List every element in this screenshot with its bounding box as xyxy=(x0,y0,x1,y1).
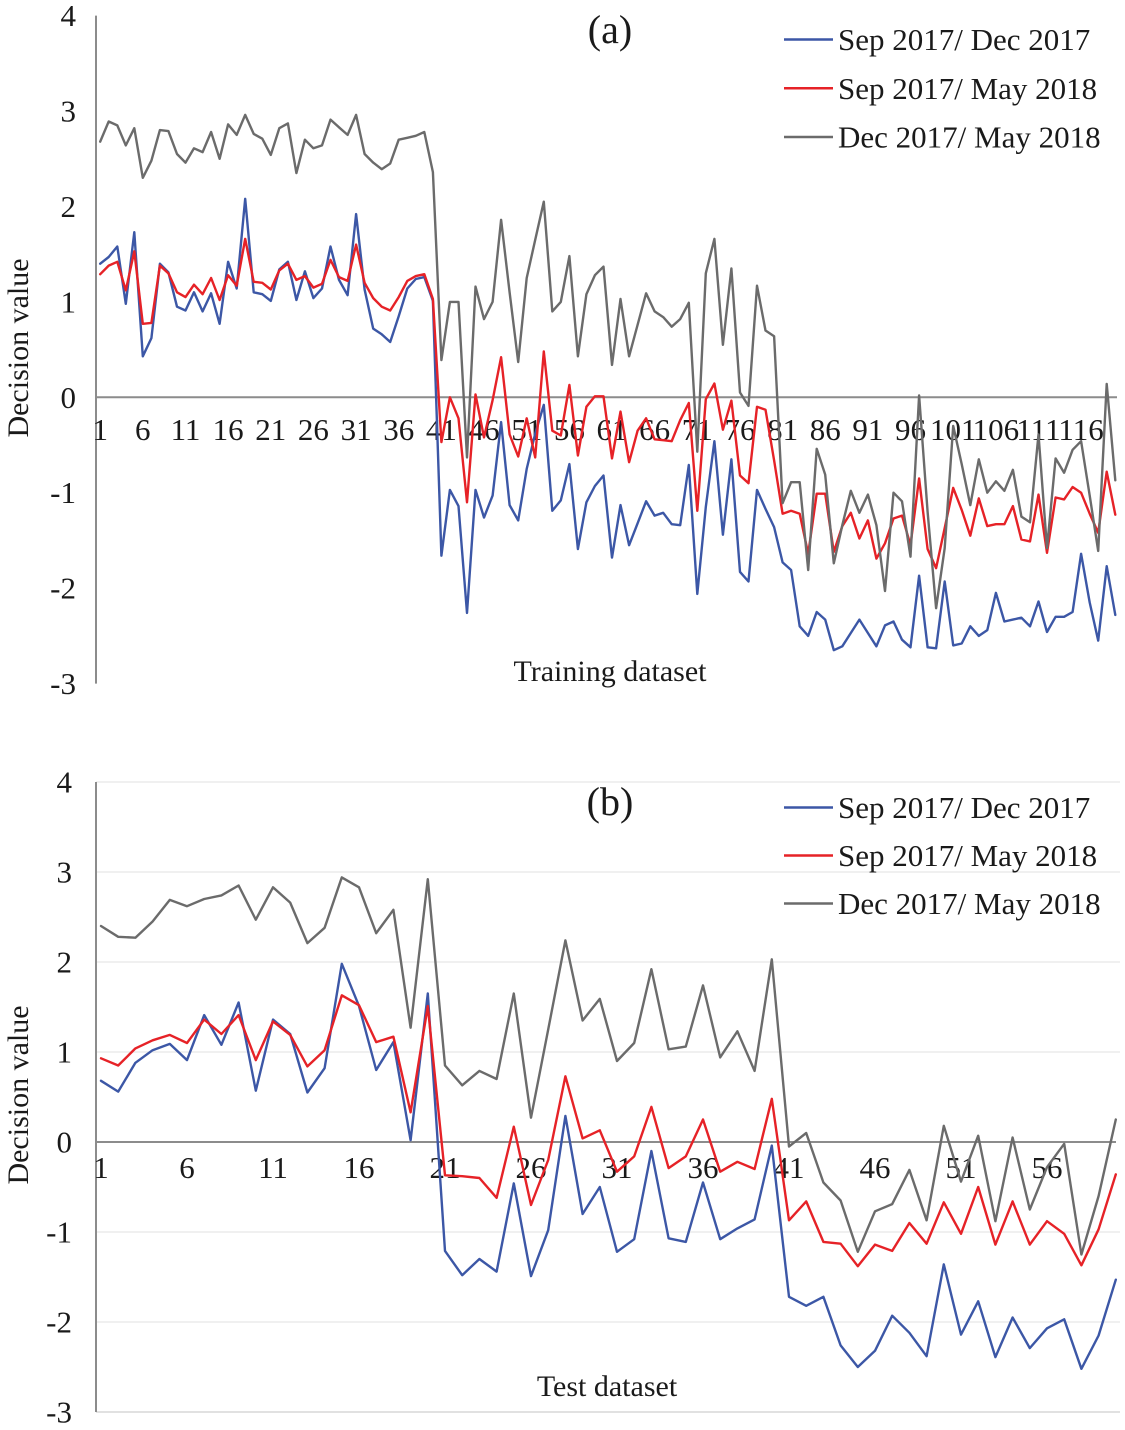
svg-text:46: 46 xyxy=(860,1150,891,1185)
svg-text:Decision value: Decision value xyxy=(2,1005,35,1184)
svg-text:1: 1 xyxy=(93,1150,109,1185)
svg-text:11: 11 xyxy=(171,412,201,447)
svg-text:16: 16 xyxy=(213,412,244,447)
svg-text:Dec 2017/ May 2018: Dec 2017/ May 2018 xyxy=(838,120,1101,155)
svg-text:4: 4 xyxy=(61,0,77,33)
svg-text:106: 106 xyxy=(973,412,1020,447)
svg-text:81: 81 xyxy=(767,412,798,447)
svg-text:(a): (a) xyxy=(588,7,632,52)
svg-text:Decision value: Decision value xyxy=(2,258,35,437)
svg-text:1: 1 xyxy=(57,1035,73,1070)
svg-text:2: 2 xyxy=(57,945,73,980)
svg-text:Test dataset: Test dataset xyxy=(537,1370,678,1403)
svg-text:41: 41 xyxy=(774,1150,805,1185)
svg-text:Sep 2017/ Dec 2017: Sep 2017/ Dec 2017 xyxy=(838,790,1090,825)
svg-text:Sep 2017/ Dec 2017: Sep 2017/ Dec 2017 xyxy=(838,22,1090,57)
svg-text:0: 0 xyxy=(61,380,77,415)
svg-text:-3: -3 xyxy=(46,1395,72,1426)
svg-text:2: 2 xyxy=(61,189,77,224)
svg-text:31: 31 xyxy=(341,412,372,447)
svg-text:-2: -2 xyxy=(46,1305,72,1340)
svg-text:(b): (b) xyxy=(587,779,634,824)
svg-text:21: 21 xyxy=(255,412,286,447)
svg-text:6: 6 xyxy=(179,1150,195,1185)
svg-text:76: 76 xyxy=(725,412,756,447)
svg-text:Sep 2017/ May 2018: Sep 2017/ May 2018 xyxy=(838,838,1097,873)
svg-text:Training dataset: Training dataset xyxy=(513,655,707,688)
svg-text:-3: -3 xyxy=(50,666,76,701)
svg-text:6: 6 xyxy=(135,412,151,447)
svg-text:86: 86 xyxy=(810,412,841,447)
svg-text:11: 11 xyxy=(258,1150,288,1185)
svg-text:4: 4 xyxy=(57,765,73,800)
svg-text:-1: -1 xyxy=(46,1215,72,1250)
svg-text:Dec 2017/ May 2018: Dec 2017/ May 2018 xyxy=(838,886,1101,921)
svg-text:3: 3 xyxy=(61,94,77,129)
svg-text:1: 1 xyxy=(92,412,108,447)
svg-text:36: 36 xyxy=(688,1150,719,1185)
svg-text:0: 0 xyxy=(57,1125,73,1160)
svg-text:36: 36 xyxy=(383,412,414,447)
svg-text:1: 1 xyxy=(61,284,77,319)
svg-text:91: 91 xyxy=(852,412,883,447)
svg-text:Sep 2017/ May 2018: Sep 2017/ May 2018 xyxy=(838,71,1097,106)
svg-text:-1: -1 xyxy=(50,475,76,510)
svg-text:26: 26 xyxy=(298,412,329,447)
svg-text:16: 16 xyxy=(344,1150,375,1185)
svg-text:3: 3 xyxy=(57,855,73,890)
svg-text:66: 66 xyxy=(639,412,670,447)
svg-text:-2: -2 xyxy=(50,571,76,606)
svg-text:31: 31 xyxy=(602,1150,633,1185)
